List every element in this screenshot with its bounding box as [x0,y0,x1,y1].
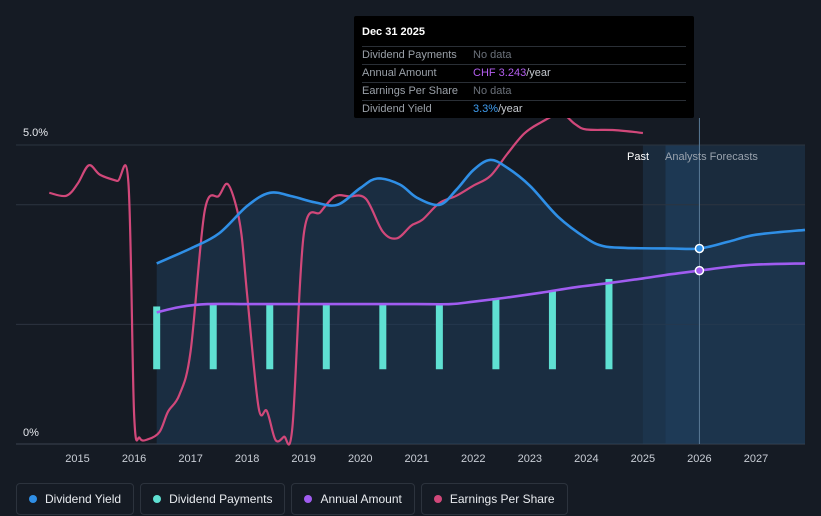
tooltip-suffix: /year [526,67,551,79]
legend-label: Dividend Payments [169,492,273,506]
earnings-per-share-line[interactable] [49,112,644,446]
legend-dividend-payments[interactable]: Dividend Payments [140,483,286,515]
dividend-payment-bar [492,298,500,370]
legend: Dividend Yield Dividend Payments Annual … [16,483,568,515]
legend-label: Dividend Yield [45,492,122,506]
x-tick-label: 2016 [122,453,146,465]
x-tick-label: 2017 [178,453,202,465]
annual-amount-marker [694,265,705,276]
tooltip-value: 3.3% [473,103,499,115]
dividend-payment-bar [435,304,443,370]
tooltip-value: CHF 3.243 [473,67,527,79]
x-tick-label: 2025 [631,453,655,465]
dividend-payments-bars [153,278,613,370]
past-region-label: Past [627,151,649,163]
tooltip-row-annual-amount: Annual Amount CHF 3.243/year [362,64,686,82]
x-tick-label: 2019 [291,453,315,465]
x-tick-label: 2024 [574,453,598,465]
x-tick-label: 2020 [348,453,372,465]
tooltip-suffix: /year [498,103,523,115]
legend-annual-amount[interactable]: Annual Amount [291,483,415,515]
legend-earnings-per-share[interactable]: Earnings Per Share [420,483,568,515]
dividend-payment-bar [322,304,330,370]
tooltip-value: No data [473,49,512,61]
dividend-payment-bar [379,304,387,370]
x-tick-label: 2018 [235,453,259,465]
legend-label: Earnings Per Share [449,492,555,506]
tooltip-label: Dividend Yield [362,103,432,115]
tooltip-value: No data [473,85,512,97]
tooltip-row-dividend-payments: Dividend Payments No data [362,46,686,64]
forecast-region-label: Analysts Forecasts [665,151,758,163]
x-tick-label: 2027 [744,453,768,465]
y-axis-max-label: 5.0% [23,127,48,139]
legend-label: Annual Amount [320,492,402,506]
x-tick-label: 2026 [687,453,711,465]
dividend-payments-dot-icon [153,495,162,503]
tooltip-date: Dec 31 2025 [362,26,425,38]
tooltip: Dec 31 2025 Dividend Payments No data An… [354,16,694,118]
dividend-payment-bar [266,304,274,370]
dividend-yield-marker [694,243,705,254]
dividend-payment-bar [209,304,217,370]
dividend-payment-bar [153,306,161,370]
y-axis-min-label: 0% [23,427,39,439]
dividend-yield-dot-icon [29,495,37,503]
x-tick-label: 2015 [65,453,89,465]
dividend-payment-bar [605,278,613,370]
x-tick-label: 2022 [461,453,485,465]
tooltip-label: Earnings Per Share [362,85,458,97]
tooltip-label: Annual Amount [362,67,437,79]
annual-amount-dot-icon [304,495,313,503]
tooltip-row-earnings-per-share: Earnings Per Share No data [362,82,686,100]
x-axis: 2015 2016 2017 2018 2019 2020 2021 2022 2023 2024… [65,453,768,465]
earnings-per-share-dot-icon [433,495,442,503]
x-tick-label: 2023 [518,453,542,465]
x-tick-label: 2021 [405,453,429,465]
dividend-payment-bar [548,290,556,370]
dividend-yield-line[interactable] [156,158,806,265]
tooltip-row-dividend-yield: Dividend Yield 3.3%/year [362,100,686,118]
legend-dividend-yield[interactable]: Dividend Yield [16,483,135,515]
tooltip-label: Dividend Payments [362,49,457,61]
